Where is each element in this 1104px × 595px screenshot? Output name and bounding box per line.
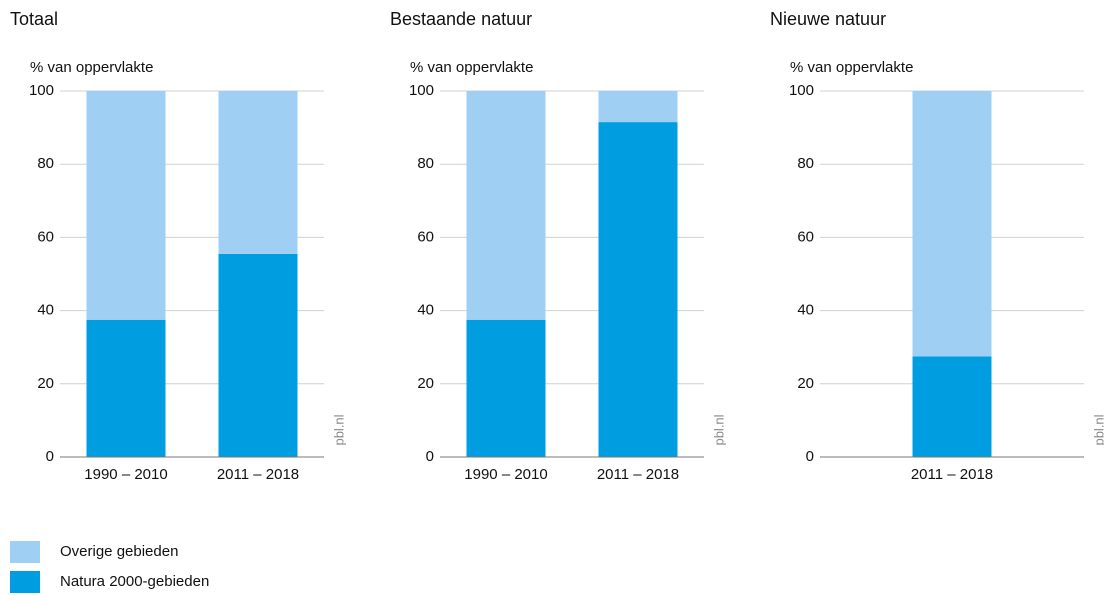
y-tick-label: 20 [37,375,54,392]
y-tick-label: 60 [797,228,814,245]
bar-segment [912,356,992,457]
bar-segment [598,122,678,458]
y-tick-label: 20 [797,375,814,392]
bar-segment [598,91,678,123]
x-tick-label: 2011 – 2018 [217,466,299,483]
y-tick-label: 60 [417,228,434,245]
bar-segment [218,91,298,254]
y-tick-label: 100 [29,82,54,99]
x-tick-label: 1990 – 2010 [84,466,167,483]
bar-segment [218,253,298,457]
chart-title: Nieuwe natuur [770,9,886,29]
bar-segment [86,319,166,457]
source-label: pbl.nl [1091,414,1104,445]
y-tick-label: 60 [37,228,54,245]
y-tick-label: 100 [789,82,814,99]
x-tick-label: 2011 – 2018 [597,466,679,483]
y-tick-label: 80 [37,155,54,172]
y-axis-label: % van oppervlakte [30,59,153,76]
y-tick-label: 80 [797,155,814,172]
bar-segment [86,91,166,320]
x-tick-label: 2011 – 2018 [911,466,993,483]
legend-label: Natura 2000-gebieden [60,573,209,590]
y-axis-label: % van oppervlakte [410,59,533,76]
x-tick-label: 1990 – 2010 [464,466,547,483]
y-tick-label: 0 [46,448,54,465]
y-tick-label: 40 [797,302,814,319]
source-label: pbl.nl [331,414,346,445]
bar-segment [912,91,992,357]
legend-swatch [10,541,40,563]
y-tick-label: 20 [417,375,434,392]
chart-title: Totaal [10,9,58,29]
legend-label: Overige gebieden [60,543,178,560]
chart-title: Bestaande natuur [390,9,532,29]
bar-segment [466,319,546,457]
y-tick-label: 0 [806,448,814,465]
y-tick-label: 40 [417,302,434,319]
source-label: pbl.nl [711,414,726,445]
y-tick-label: 0 [426,448,434,465]
bar-segment [466,91,546,320]
y-tick-label: 80 [417,155,434,172]
y-tick-label: 100 [409,82,434,99]
y-axis-label: % van oppervlakte [790,59,913,76]
y-tick-label: 40 [37,302,54,319]
legend-swatch [10,571,40,593]
